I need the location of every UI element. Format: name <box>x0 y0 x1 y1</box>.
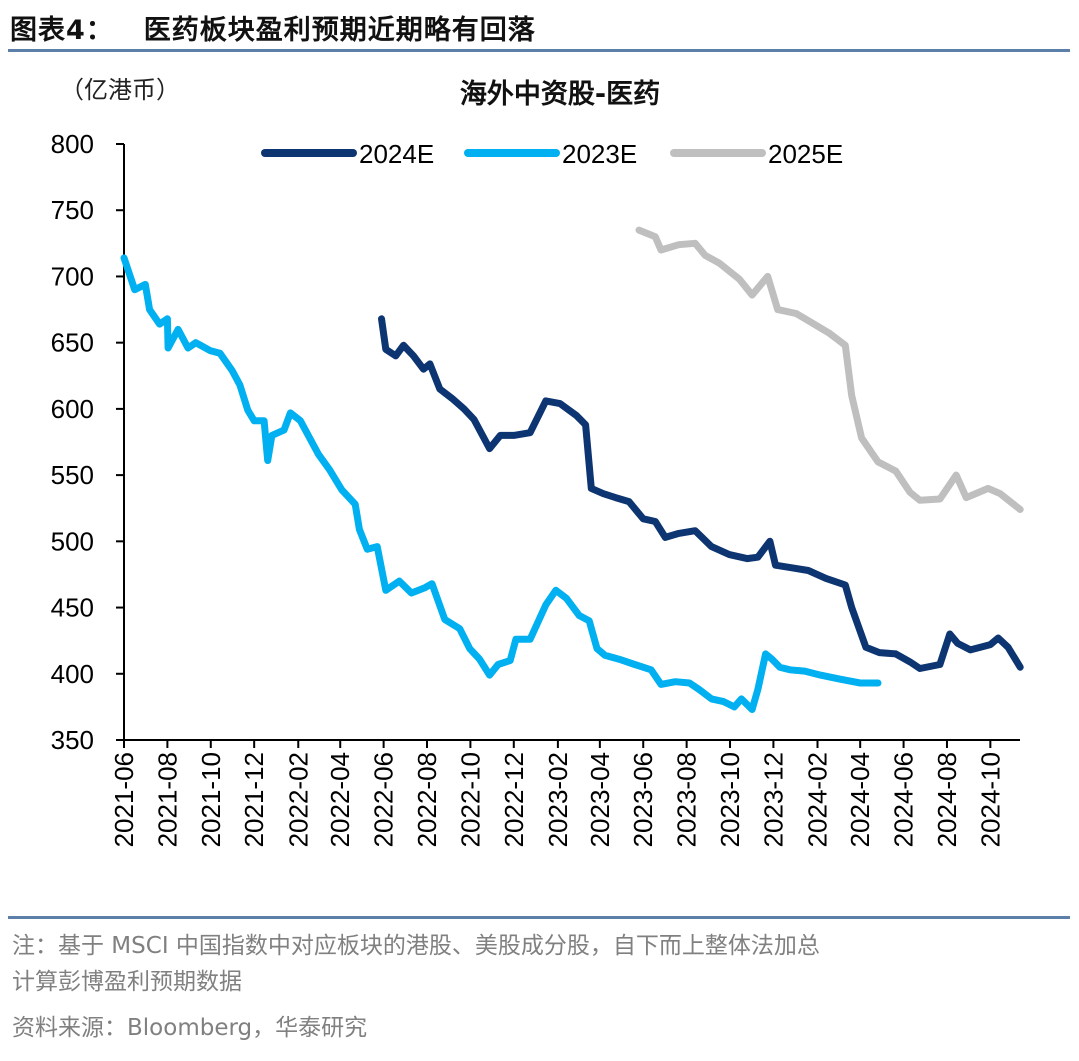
y-tick-label: 650 <box>51 328 94 358</box>
unit-label: （亿港币） <box>60 76 180 104</box>
y-tick-label: 400 <box>51 659 94 689</box>
x-tick-label: 2023-04 <box>585 752 615 847</box>
x-tick-label: 2023-12 <box>758 752 788 847</box>
x-tick-label: 2023-06 <box>628 752 658 847</box>
legend-label-2023E: 2023E <box>562 139 637 169</box>
x-tick-label: 2022-08 <box>412 752 442 847</box>
y-tick-label: 550 <box>51 460 94 490</box>
x-tick-label: 2022-12 <box>499 752 529 847</box>
y-tick-label: 600 <box>51 394 94 424</box>
x-tick-label: 2024-04 <box>845 752 875 847</box>
x-tick-label: 2021-08 <box>152 752 182 847</box>
figure-header: 图表4： 医药板块盈利预期近期略有回落 <box>10 8 536 47</box>
x-tick-label: 2022-06 <box>369 752 399 847</box>
figure-number: 图表4： <box>10 15 114 46</box>
x-tick-label: 2023-08 <box>672 752 702 847</box>
header-rule <box>8 49 1070 52</box>
x-tick-label: 2023-10 <box>715 752 745 847</box>
x-tick-label: 2021-06 <box>109 752 139 847</box>
x-tick-label: 2024-10 <box>975 752 1005 847</box>
line-chart: （亿港币） 海外中资股-医药 350 400 450 500 550 600 650 700 750… <box>51 76 1024 847</box>
y-tick-label: 800 <box>51 129 94 159</box>
footer-note-line1: 注：基于 MSCI 中国指数中对应板块的港股、美股成分股，自下而上整体法加总 <box>12 933 820 959</box>
x-tick-label: 2024-08 <box>932 752 962 847</box>
footer-note-line2: 计算彭博盈利预期数据 <box>12 969 242 995</box>
legend-label-2024E: 2024E <box>359 139 434 169</box>
series-line-2025E <box>635 226 1024 513</box>
x-tick-label: 2021-12 <box>239 752 269 847</box>
footer-note: 注：基于 MSCI 中国指数中对应板块的港股、美股成分股，自下而上整体法加总 计… <box>12 928 820 1000</box>
series-line-2023E <box>120 254 882 713</box>
figure-title: 医药板块盈利预期近期略有回落 <box>143 15 536 46</box>
y-tick-label: 500 <box>51 526 94 556</box>
y-tick-label: 700 <box>51 261 94 291</box>
footer-rule <box>8 916 1070 919</box>
x-tick-label: 2023-02 <box>543 752 573 847</box>
x-tick-label: 2021-10 <box>196 752 226 847</box>
y-tick-label: 750 <box>51 195 94 225</box>
legend-label-2025E: 2025E <box>768 139 843 169</box>
x-tick-label: 2024-02 <box>803 752 833 847</box>
x-tick-label: 2022-04 <box>325 752 355 847</box>
chart-title: 海外中资股-医药 <box>460 79 660 110</box>
x-tick-label: 2024-06 <box>889 752 919 847</box>
x-tick-label: 2022-02 <box>283 752 313 847</box>
y-tick-label: 350 <box>51 725 94 755</box>
y-tick-label: 450 <box>51 593 94 623</box>
footer-source: 资料来源：Bloomberg，华泰研究 <box>12 1015 368 1041</box>
series-line-2024E <box>378 315 1024 672</box>
x-tick-label: 2022-10 <box>455 752 485 847</box>
